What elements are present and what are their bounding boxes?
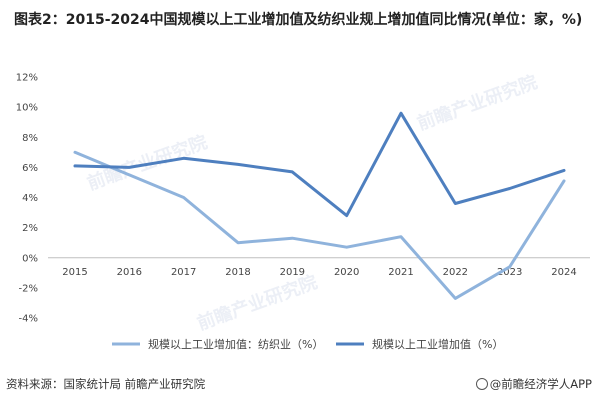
x-tick-label: 2017 — [171, 267, 196, 278]
y-tick-label: 4% — [22, 193, 38, 204]
x-tick-label: 2018 — [225, 267, 250, 278]
series-lines — [73, 111, 566, 300]
x-tick-label: 2023 — [497, 267, 522, 278]
x-tick-label: 2019 — [280, 267, 305, 278]
x-tick-label: 2021 — [388, 267, 413, 278]
legend-label-2: 规模以上工业增加值（%） — [372, 337, 503, 351]
watermark-text: 前瞻产业研究院 — [194, 271, 320, 335]
y-tick-label: 6% — [22, 163, 38, 174]
x-tick-label: 2024 — [551, 267, 576, 278]
legend-label-1: 规模以上工业增加值：纺织业（%） — [148, 337, 323, 351]
x-tick-label: 2016 — [117, 267, 142, 278]
brand-logo-icon — [475, 378, 488, 390]
x-axis-ticks: 2015 2016 2017 2018 2019 2020 2021 2022 2023 2024 — [62, 267, 576, 278]
brand-label: @前瞻经济学人APP — [475, 376, 592, 392]
y-tick-label: 0% — [22, 253, 38, 264]
y-tick-label: -4% — [19, 314, 38, 325]
brand-text: @前瞻经济学人APP — [489, 377, 592, 391]
source-note: 资料来源：国家统计局 前瞻产业研究院 — [6, 377, 206, 391]
y-tick-label: 2% — [22, 223, 38, 234]
y-tick-label: 10% — [16, 103, 38, 114]
chart-title: 图表2：2015-2024中国规模以上工业增加值及纺织业规上增加值同比情况(单位… — [14, 12, 583, 28]
x-tick-label: 2022 — [443, 267, 468, 278]
x-tick-label: 2015 — [62, 267, 87, 278]
y-tick-label: 8% — [22, 133, 38, 144]
y-tick-label: -2% — [19, 283, 38, 294]
series-line-2 — [73, 111, 566, 218]
x-tick-label: 2020 — [334, 267, 359, 278]
series-line-1 — [73, 150, 566, 300]
y-tick-label: 12% — [16, 73, 38, 84]
y-axis-ticks: 12% 10% 8% 6% 4% 2% 0% -2% -4% — [16, 73, 38, 325]
watermark-text: 前瞻产业研究院 — [414, 71, 540, 135]
legend: 规模以上工业增加值：纺织业（%） 规模以上工业增加值（%） — [112, 337, 503, 351]
